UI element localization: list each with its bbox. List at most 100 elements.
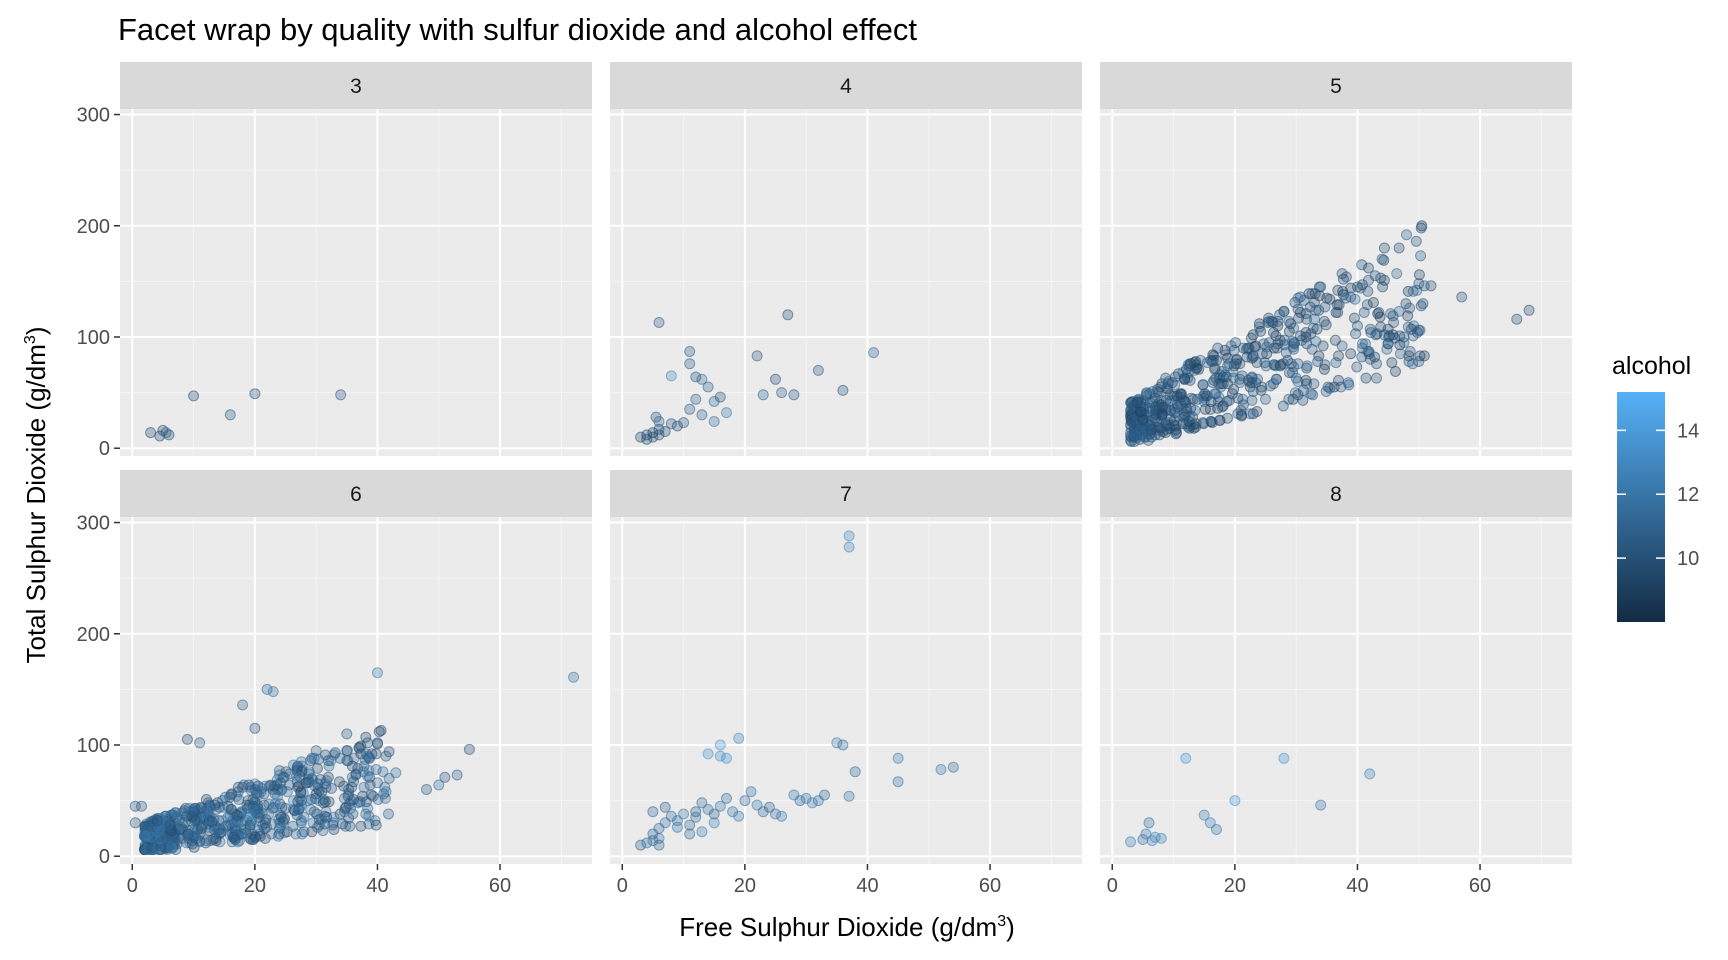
data-point — [186, 838, 198, 850]
data-point — [379, 781, 391, 793]
data-point — [1263, 312, 1275, 324]
data-point — [1149, 401, 1161, 413]
data-point — [341, 745, 353, 757]
data-point — [788, 389, 800, 401]
data-point — [1219, 344, 1231, 356]
data-point — [1400, 298, 1412, 310]
data-point — [1309, 313, 1320, 325]
data-point — [152, 841, 164, 853]
data-point — [1287, 341, 1299, 353]
data-point — [1315, 799, 1327, 811]
x-tick-label: 0 — [617, 875, 628, 897]
data-point — [1356, 351, 1368, 363]
data-point — [1378, 254, 1390, 266]
data-point — [1285, 318, 1297, 330]
data-point — [721, 792, 732, 804]
data-point — [1162, 417, 1174, 429]
data-point — [1223, 358, 1235, 370]
data-point — [1367, 297, 1379, 308]
data-point — [277, 816, 289, 828]
data-point — [1219, 369, 1231, 381]
data-point — [1413, 269, 1425, 281]
data-point — [307, 774, 318, 785]
data-point — [1312, 356, 1324, 367]
data-point — [298, 811, 310, 823]
data-point — [310, 788, 322, 800]
data-point — [161, 840, 173, 852]
legend-colorbar — [1617, 392, 1665, 622]
data-point — [372, 667, 383, 679]
data-point — [776, 387, 788, 399]
data-point — [358, 781, 370, 793]
data-point — [714, 750, 726, 762]
data-point — [1398, 337, 1410, 349]
data-point — [1236, 410, 1248, 422]
x-tick-label: 40 — [1346, 875, 1368, 897]
data-point — [320, 781, 332, 793]
data-point — [216, 815, 228, 827]
data-point — [249, 831, 261, 843]
data-point — [684, 346, 696, 357]
data-point — [647, 427, 659, 439]
data-point — [1135, 397, 1147, 409]
data-point — [1217, 400, 1229, 412]
data-point — [806, 797, 818, 809]
data-point — [1287, 367, 1298, 379]
data-point — [1329, 334, 1341, 346]
data-point — [365, 789, 377, 801]
data-point — [641, 837, 653, 849]
data-point — [1142, 434, 1154, 446]
data-point — [341, 728, 353, 740]
data-point — [421, 784, 432, 795]
data-point — [1234, 377, 1246, 389]
data-point — [1292, 358, 1304, 370]
data-point — [868, 347, 880, 359]
data-point — [162, 819, 174, 831]
data-point — [776, 810, 788, 822]
data-point — [1199, 403, 1211, 415]
data-point — [1352, 320, 1363, 332]
data-point — [439, 771, 451, 783]
data-point — [721, 407, 732, 419]
data-point — [328, 824, 340, 835]
data-point — [154, 430, 166, 442]
y-tick-label: 100 — [77, 327, 110, 349]
data-point — [690, 393, 702, 405]
data-point — [831, 737, 843, 749]
data-point — [1125, 397, 1137, 409]
data-point — [1292, 292, 1304, 304]
x-tick-label: 20 — [734, 875, 756, 897]
facet-strip — [120, 62, 592, 109]
data-point — [205, 814, 217, 825]
data-point — [311, 762, 323, 774]
data-point — [224, 409, 236, 421]
data-point — [1415, 300, 1427, 312]
y-tick-label: 0 — [99, 438, 110, 460]
data-point — [935, 764, 947, 775]
facet-strip — [1100, 62, 1572, 109]
data-point — [1376, 253, 1388, 265]
data-point — [702, 748, 714, 760]
data-point — [355, 820, 367, 832]
facet-panel-4: 4 — [610, 62, 1082, 456]
facet-strip-label: 7 — [840, 483, 852, 506]
data-point — [280, 802, 291, 814]
data-point — [708, 808, 720, 820]
data-point — [1255, 325, 1267, 337]
data-point — [267, 686, 279, 698]
data-point — [1369, 351, 1381, 363]
data-point — [1401, 229, 1412, 241]
data-point — [1278, 305, 1290, 317]
data-point — [1413, 278, 1425, 290]
data-point — [451, 769, 463, 781]
data-point — [1360, 372, 1372, 384]
data-point — [1125, 419, 1137, 431]
data-point — [141, 844, 153, 855]
data-point — [375, 725, 387, 736]
data-point — [247, 794, 259, 805]
data-point — [1249, 341, 1260, 353]
data-point — [1241, 351, 1253, 363]
data-point — [1352, 281, 1363, 293]
data-point — [678, 808, 690, 820]
data-point — [1230, 337, 1241, 349]
